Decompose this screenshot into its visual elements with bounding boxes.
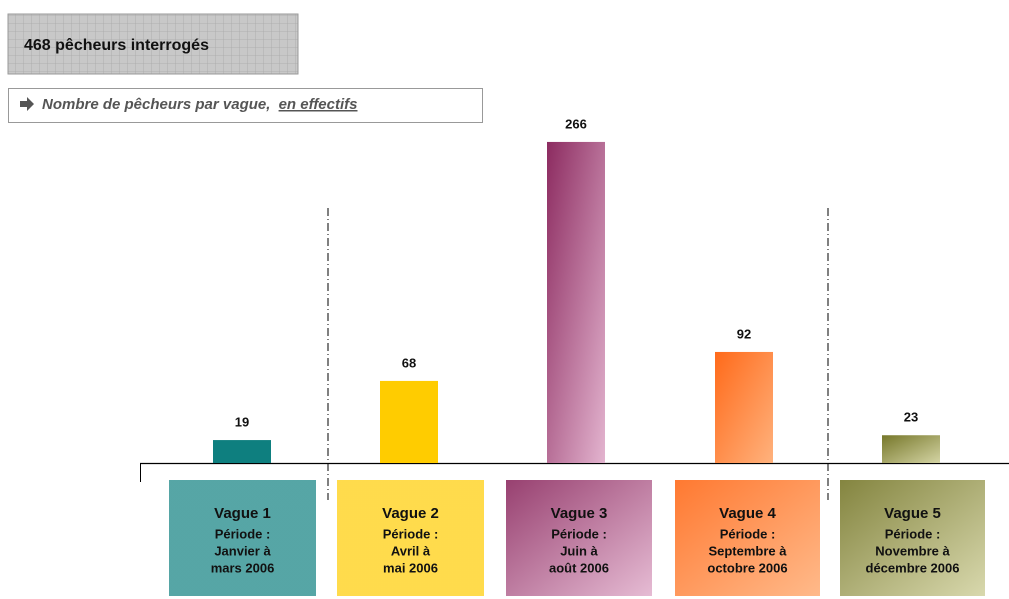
period-line: Janvier à [214, 543, 271, 558]
period-line: Période : [551, 526, 607, 541]
value-label: 23 [904, 410, 918, 425]
period-line: Période : [885, 526, 941, 541]
period-line: Juin à [560, 543, 598, 558]
period-line: Novembre à [875, 543, 950, 558]
subtitle-box [8, 88, 483, 123]
value-label: 19 [235, 415, 249, 430]
category-box [337, 480, 484, 596]
arrow-icon [20, 97, 34, 111]
category-label: Vague 2 [382, 505, 439, 522]
period-line: août 2006 [549, 560, 609, 575]
category-box [506, 480, 652, 596]
bar [715, 351, 773, 463]
period-line: octobre 2006 [707, 560, 787, 575]
value-label: 68 [402, 355, 416, 370]
bar [380, 380, 438, 463]
category-box [840, 480, 985, 596]
category-box [169, 480, 316, 596]
period-line: Avril à [391, 543, 431, 558]
value-label: 266 [565, 116, 587, 131]
chart-title: 468 pêcheurs interrogés [24, 37, 209, 54]
period-line: Période : [215, 526, 271, 541]
subtitle-text: Nombre de pêcheurs par vague, [42, 96, 270, 113]
period-line: Période : [720, 526, 776, 541]
title-box [7, 13, 299, 75]
category-label: Vague 5 [884, 505, 941, 522]
period-line: Période : [383, 526, 439, 541]
period-line: mars 2006 [211, 560, 275, 575]
period-line: mai 2006 [383, 560, 438, 575]
category-box [675, 480, 820, 596]
value-label: 92 [737, 326, 751, 341]
bar [213, 440, 271, 463]
category-label: Vague 1 [214, 505, 271, 522]
category-label: Vague 4 [719, 505, 776, 522]
subtitle-emphasis: en effectifs [279, 96, 358, 113]
period-line: décembre 2006 [866, 560, 960, 575]
period-line: Septembre à [708, 543, 787, 558]
bar [882, 435, 940, 463]
category-label: Vague 3 [551, 505, 608, 522]
subtitle: Nombre de pêcheurs par vague, en effecti… [42, 96, 358, 113]
bar [547, 141, 605, 464]
